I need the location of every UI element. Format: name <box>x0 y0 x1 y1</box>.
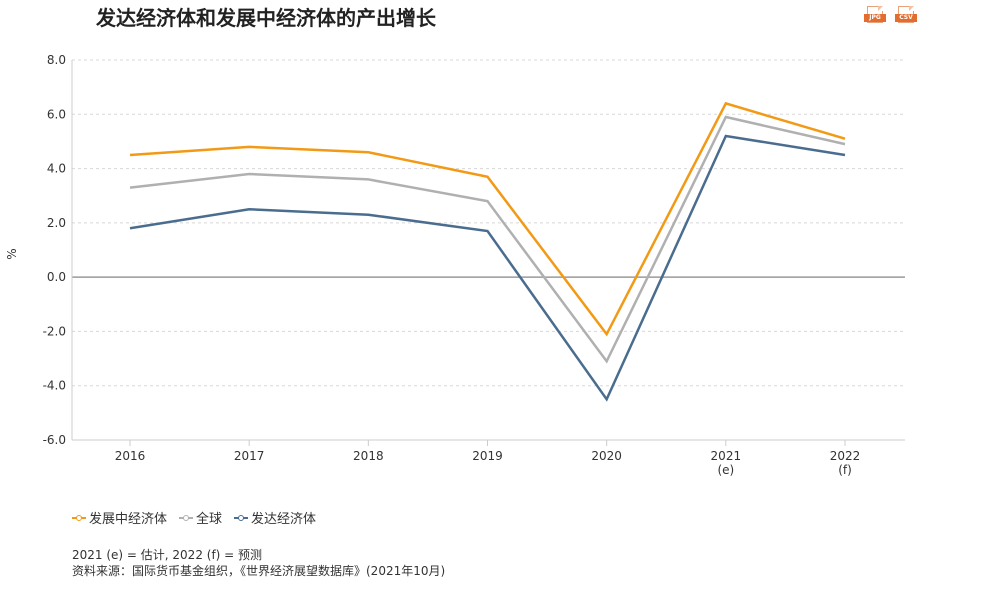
y-tick-label: 2.0 <box>47 216 66 230</box>
legend-item-advanced[interactable]: 发达经济体 <box>234 508 316 527</box>
download-csv-button[interactable]: CSV <box>895 6 917 23</box>
line-chart: 8.0 6.0 4.0 2.0 0.0 -2.0 -4.0 -6.0% 2016 2017 2018… <box>5 53 905 477</box>
x-tick-label: 2021 <box>711 449 742 463</box>
chart-notes: 2021 (e) = 估计, 2022 (f) = 预测 资料来源：国际货币基金… <box>72 547 445 579</box>
axis-layer: 8.0 6.0 4.0 2.0 0.0 -2.0 -4.0 -6.0% 2016 2017 2018… <box>5 53 905 477</box>
legend: 发展中经济体 全球 发达经济体 <box>72 508 316 527</box>
y-tick-label: -4.0 <box>43 379 66 393</box>
series-line <box>129 115 846 364</box>
x-tick-sublabel: (f) <box>838 463 852 477</box>
legend-label-developing: 发展中经济体 <box>89 512 168 527</box>
grid-layer <box>72 59 905 441</box>
y-tick-label: 8.0 <box>47 53 66 67</box>
y-tick-label: 6.0 <box>47 107 66 121</box>
csv-label: CSV <box>895 14 917 22</box>
legend-label-advanced: 发达经济体 <box>251 512 317 527</box>
legend-item-developing[interactable]: 发展中经济体 <box>72 508 167 527</box>
y-axis-label: % <box>5 248 19 259</box>
y-tick-label: -2.0 <box>43 324 66 338</box>
legend-swatch-developing <box>72 513 86 523</box>
legend-label-world: 全球 <box>196 512 223 527</box>
source-note: 资料来源：国际货币基金组织，《世界经济展望数据库》(2021年10月) <box>72 564 446 578</box>
x-tick-label: 2017 <box>234 449 265 463</box>
y-tick-label: 0.0 <box>47 270 66 284</box>
chart-title: 发达经济体和发展中经济体的产出增长 <box>96 6 436 30</box>
x-tick-label: 2018 <box>353 449 384 463</box>
y-tick-label: 4.0 <box>47 162 66 176</box>
series-line <box>129 101 846 337</box>
x-tick-label: 2022 <box>830 449 861 463</box>
download-jpg-button[interactable]: JPG <box>864 6 886 23</box>
jpg-label: JPG <box>864 14 886 22</box>
series-layer <box>129 101 846 402</box>
y-tick-label: -6.0 <box>43 433 66 447</box>
x-tick-label: 2019 <box>472 449 503 463</box>
x-tick-sublabel: (e) <box>717 463 734 477</box>
series-line <box>129 134 846 402</box>
x-tick-label: 2020 <box>591 449 622 463</box>
legend-swatch-world <box>179 513 194 523</box>
legend-item-world[interactable]: 全球 <box>179 508 222 527</box>
estimate-note: 2021 (e) = 估计, 2022 (f) = 预测 <box>72 548 263 562</box>
x-tick-label: 2016 <box>115 449 146 463</box>
legend-swatch-advanced <box>234 513 249 523</box>
